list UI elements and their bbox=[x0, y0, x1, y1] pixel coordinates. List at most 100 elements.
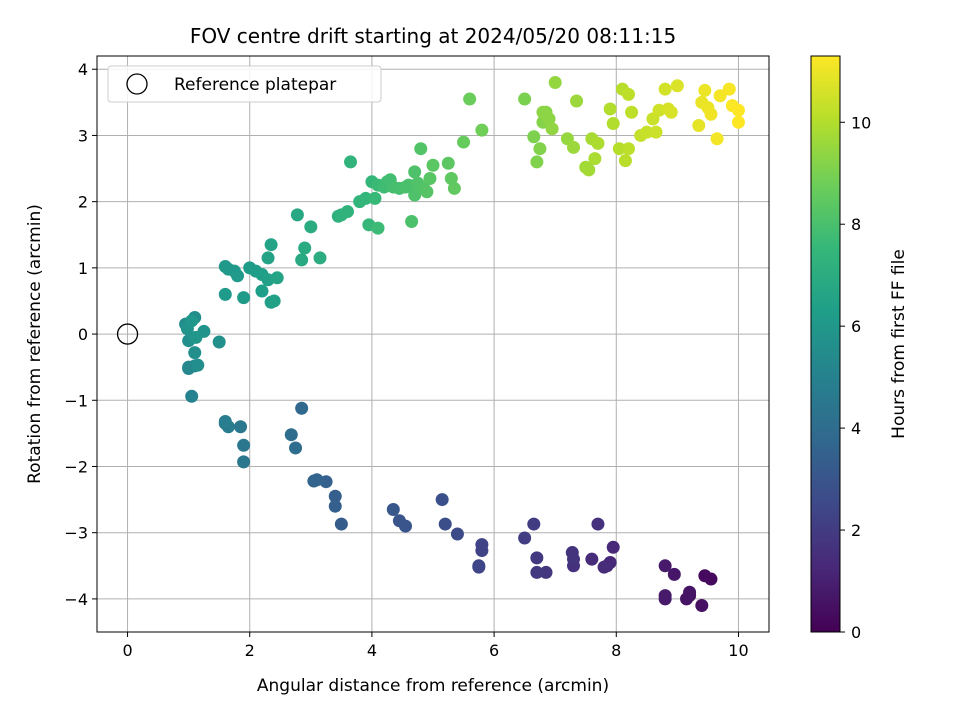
data-point bbox=[530, 155, 544, 169]
data-point bbox=[621, 142, 635, 156]
data-point bbox=[670, 79, 684, 93]
colorbar-tick-label: 6 bbox=[851, 317, 861, 336]
chart-title: FOV centre drift starting at 2024/05/20 … bbox=[190, 24, 676, 48]
data-point bbox=[475, 538, 489, 552]
y-tick-label: 0 bbox=[78, 325, 88, 344]
data-point bbox=[284, 428, 298, 442]
data-point bbox=[463, 92, 477, 106]
data-point bbox=[313, 251, 327, 265]
data-point bbox=[237, 455, 251, 469]
data-point bbox=[264, 238, 278, 252]
data-point bbox=[334, 517, 348, 531]
data-point bbox=[722, 82, 736, 96]
data-point bbox=[185, 314, 199, 328]
colorbar-tick-label: 0 bbox=[851, 623, 861, 642]
data-point bbox=[582, 163, 596, 177]
data-point bbox=[527, 130, 541, 144]
data-point bbox=[545, 122, 559, 136]
data-point bbox=[444, 171, 458, 185]
data-point bbox=[255, 284, 269, 298]
data-point bbox=[658, 82, 672, 96]
data-point bbox=[640, 125, 654, 139]
y-tick-label: 2 bbox=[78, 193, 88, 212]
data-point bbox=[548, 75, 562, 89]
data-point bbox=[438, 517, 452, 531]
data-point bbox=[218, 414, 232, 428]
data-point bbox=[340, 205, 354, 219]
data-point bbox=[530, 565, 544, 579]
data-points bbox=[179, 75, 745, 613]
data-point bbox=[704, 572, 718, 586]
x-tick-label: 0 bbox=[122, 641, 132, 660]
data-point bbox=[621, 87, 635, 101]
data-point bbox=[414, 142, 428, 156]
data-point bbox=[423, 171, 437, 185]
data-point bbox=[698, 83, 712, 97]
x-axis-label: Angular distance from reference (arcmin) bbox=[257, 676, 609, 696]
data-point bbox=[295, 401, 309, 415]
data-point bbox=[649, 125, 663, 139]
data-point bbox=[585, 552, 599, 566]
legend-box bbox=[107, 65, 382, 103]
data-point bbox=[191, 358, 205, 372]
data-point bbox=[713, 89, 727, 103]
data-point bbox=[591, 136, 605, 150]
x-tick-label: 2 bbox=[245, 641, 255, 660]
data-point bbox=[606, 117, 620, 131]
data-point bbox=[475, 123, 489, 137]
data-point bbox=[212, 335, 226, 349]
data-point bbox=[625, 105, 639, 119]
data-point bbox=[298, 241, 312, 255]
data-point bbox=[359, 191, 373, 205]
data-point bbox=[542, 112, 556, 126]
data-point bbox=[518, 531, 532, 545]
data-point bbox=[304, 220, 318, 234]
reference-platepar-marker bbox=[116, 323, 139, 345]
data-point bbox=[295, 253, 309, 267]
data-point bbox=[588, 152, 602, 166]
data-point bbox=[472, 560, 486, 574]
data-point bbox=[606, 540, 620, 554]
data-point bbox=[683, 585, 697, 599]
x-tick-label: 6 bbox=[489, 641, 499, 660]
grid bbox=[97, 56, 769, 632]
y-tick-label: −3 bbox=[64, 524, 88, 543]
data-point bbox=[371, 221, 385, 235]
data-point bbox=[518, 92, 532, 106]
data-point bbox=[267, 294, 281, 308]
data-point bbox=[386, 503, 400, 517]
data-point bbox=[185, 389, 199, 403]
data-point bbox=[731, 103, 745, 117]
data-point bbox=[405, 215, 419, 229]
data-point bbox=[731, 115, 745, 129]
reference-layer bbox=[116, 323, 139, 345]
data-point bbox=[591, 517, 605, 531]
data-point bbox=[667, 567, 681, 581]
data-point bbox=[237, 291, 251, 305]
data-point bbox=[237, 438, 251, 452]
y-tick-label: 4 bbox=[78, 60, 88, 79]
data-point bbox=[618, 154, 632, 168]
colorbar-ticks: 0 2 4 6 8 10 bbox=[840, 113, 871, 642]
data-point bbox=[261, 251, 275, 265]
x-axis-ticks: 0 2 4 6 8 10 bbox=[122, 632, 749, 660]
data-point bbox=[565, 546, 579, 560]
plot-frame bbox=[96, 55, 770, 633]
data-point bbox=[408, 165, 422, 179]
y-tick-label: −4 bbox=[64, 590, 88, 609]
x-tick-label: 8 bbox=[611, 641, 621, 660]
y-axis-ticks: −4 −3 −2 −1 0 1 2 3 4 bbox=[64, 60, 97, 609]
data-point bbox=[597, 560, 611, 574]
colorbar bbox=[810, 55, 841, 633]
data-point bbox=[530, 551, 544, 565]
data-point bbox=[344, 155, 358, 169]
data-point bbox=[441, 156, 455, 170]
data-point bbox=[188, 346, 202, 360]
data-point bbox=[710, 132, 724, 146]
y-tick-label: 1 bbox=[78, 259, 88, 278]
data-point bbox=[368, 191, 382, 205]
legend-marker-icon bbox=[126, 73, 148, 95]
data-point bbox=[612, 142, 626, 156]
